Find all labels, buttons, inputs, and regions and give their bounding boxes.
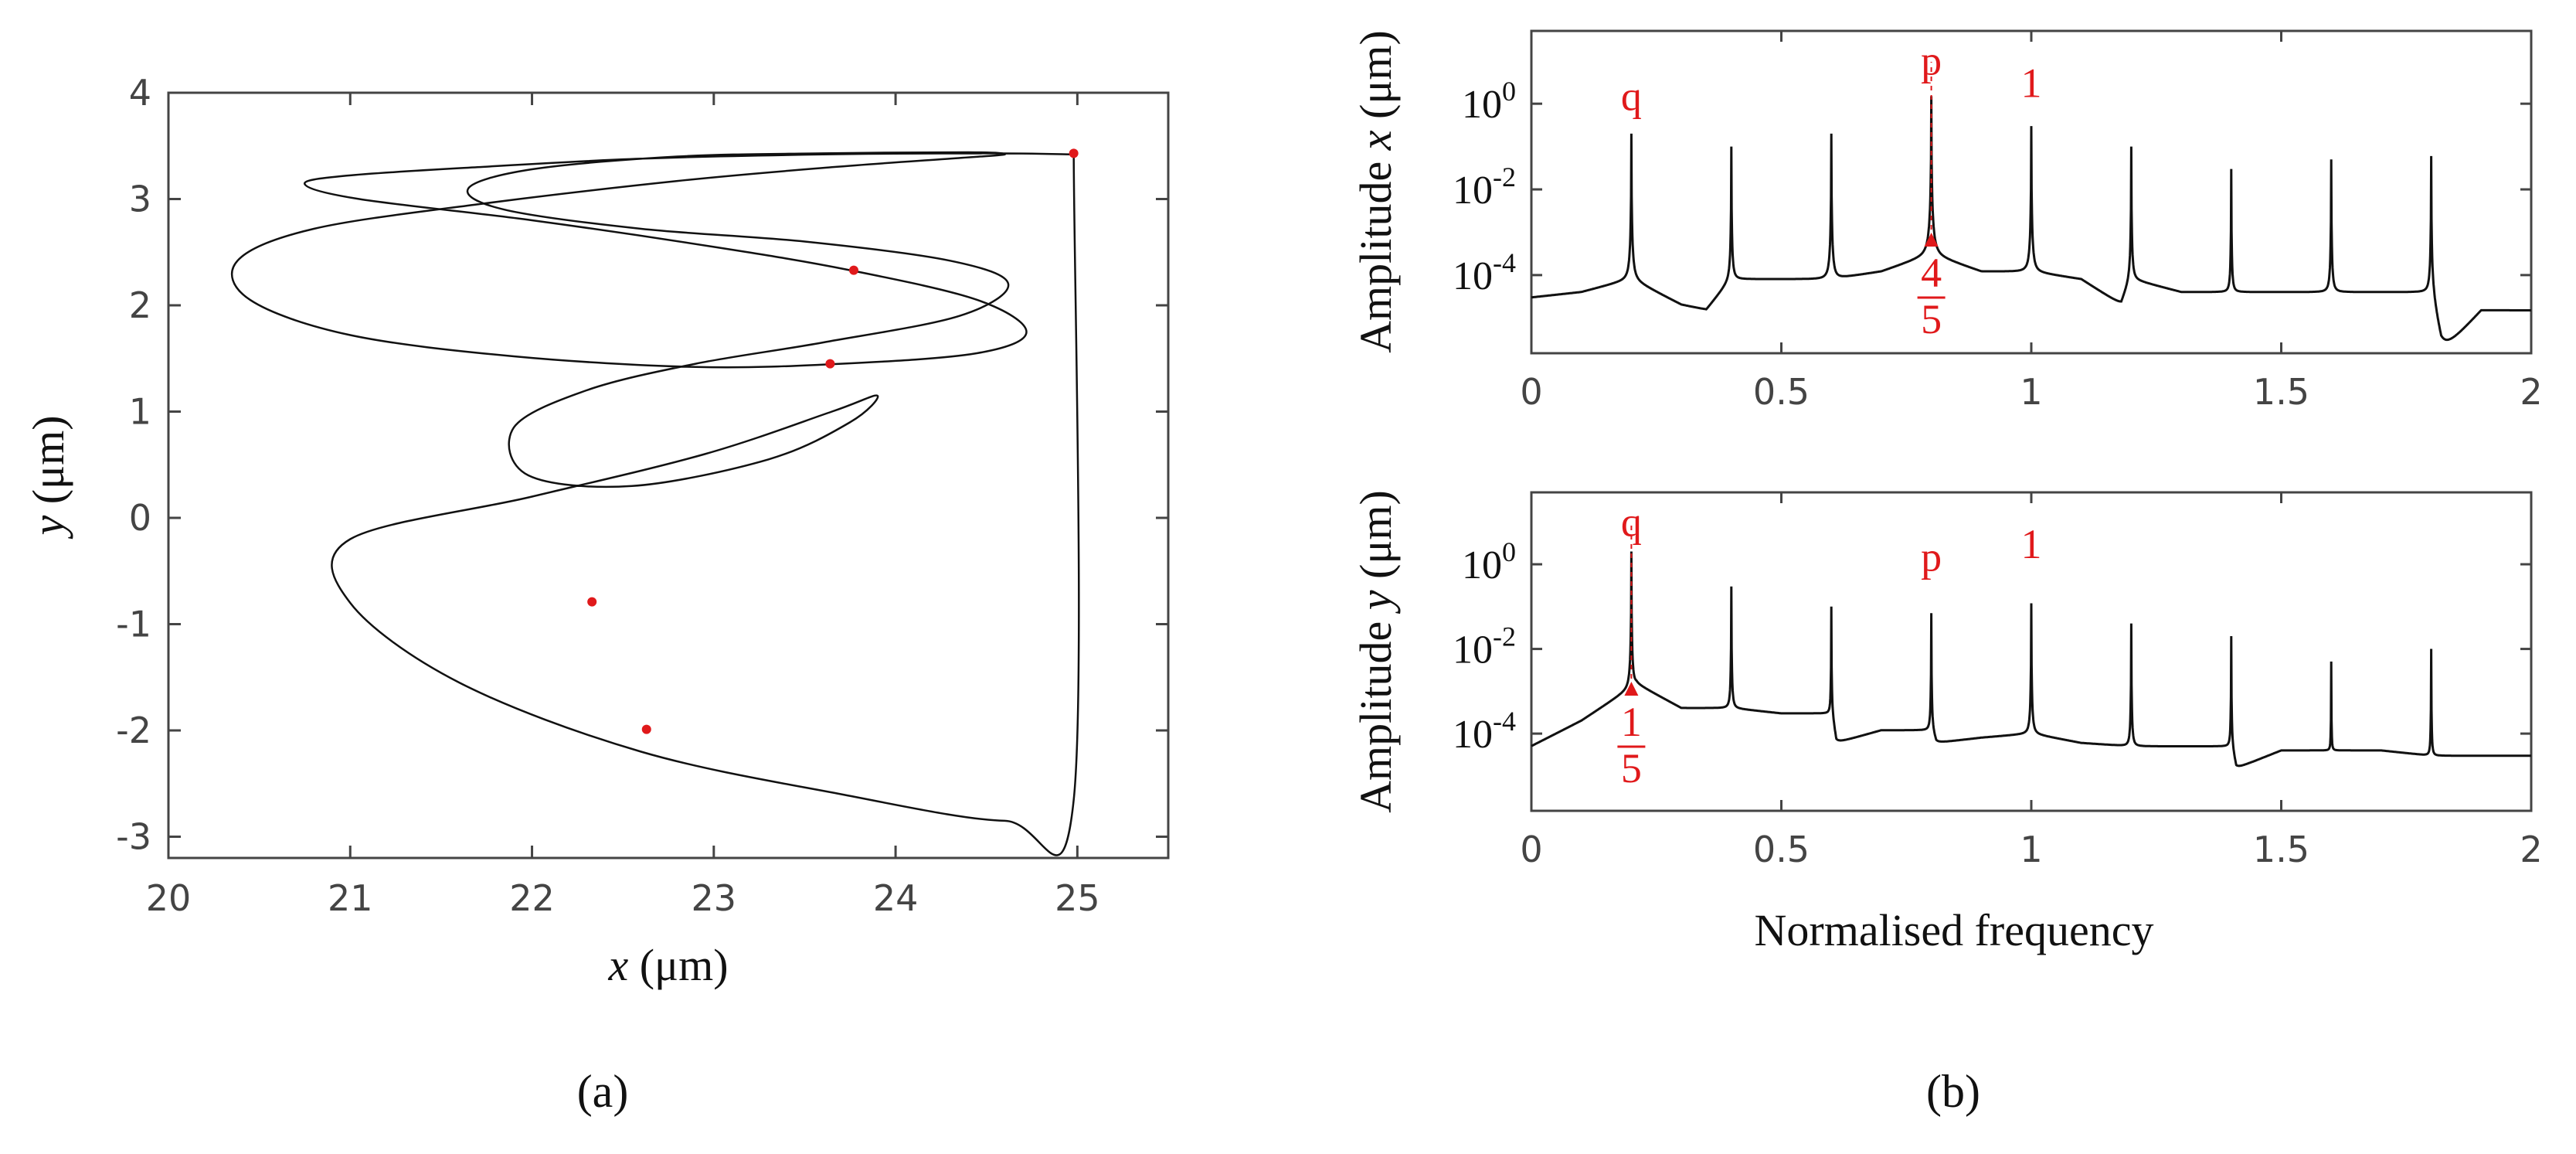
- panel-b-bottom-xtick-label: 0.5: [1753, 829, 1810, 870]
- panel-b-bottom-ytick-label: 10-4: [1453, 706, 1516, 757]
- panel-b-bottom-xlabel: Normalised frequency: [1755, 905, 2154, 955]
- panel-a-xtick-label: 23: [692, 877, 737, 919]
- panel-b-bottom-xtick-label: 0: [1520, 829, 1542, 870]
- panel-b-top-ytick-label: 10-2: [1453, 162, 1516, 213]
- panel-b-top-peak-label: q: [1621, 73, 1642, 119]
- trajectory-marker: [848, 265, 858, 275]
- panel-a-ytick-label: 1: [129, 391, 151, 433]
- panel-b-top-fraction-denominator: 5: [1921, 296, 1942, 342]
- panel-b-top-spectrum-line: [1531, 96, 2531, 342]
- panel-a-xtick-label: 20: [146, 877, 192, 919]
- panel-a-ytick-label: -1: [116, 604, 151, 645]
- panel-a-ytick-label: 4: [129, 72, 151, 114]
- panel-b-top-plot: q p 1 45: [1531, 38, 2531, 342]
- panel-a-xlabel: x (μm): [607, 940, 728, 990]
- panel-b-top-peak-label: p: [1921, 38, 1942, 84]
- panel-b-top-fraction-numerator: 4: [1921, 250, 1942, 296]
- panel-b-bottom-ytick-exponent: -2: [1493, 621, 1516, 652]
- panel-b-bottom-ytick-base: 10: [1453, 628, 1493, 672]
- panel-b-bottom-peak-label: 1: [2021, 521, 2042, 567]
- panel-b-bottom-peak-label: p: [1921, 533, 1942, 580]
- panel-b-bottom-xtick-label: 1: [2020, 829, 2042, 870]
- caption-a: (a): [577, 1066, 629, 1117]
- panel-b-top-ytick-exponent: -2: [1493, 162, 1516, 192]
- panel-a-xtick-label: 21: [328, 877, 373, 919]
- panel-b-top-xtick-label: 0: [1520, 371, 1542, 413]
- trajectory-line: [230, 151, 1080, 856]
- panel-b-top-xtick-label: 1: [2020, 371, 2042, 413]
- panel-b-bottom-xtick-label: 2: [2520, 829, 2542, 870]
- panel-b-top-ytick-base: 10: [1453, 169, 1493, 213]
- panel-b-top-peak-label: 1: [2021, 60, 2042, 107]
- panel-b-bottom-ytick-exponent: -4: [1493, 706, 1516, 737]
- panel-b-bottom-ylabel: Amplitude y (μm): [1351, 490, 1401, 813]
- trajectory-marker: [825, 359, 835, 369]
- panel-b-top-xtick-label: 2: [2520, 371, 2542, 413]
- panel-b-top-ytick-exponent: -4: [1493, 247, 1516, 278]
- panel-b-top-xtick-label: 0.5: [1753, 371, 1810, 413]
- panel-a-ytick-label: 3: [129, 179, 151, 220]
- panel-b-top-ytick-label: 10-4: [1453, 247, 1516, 298]
- panel-b-top-fraction-marker: [1924, 233, 1939, 247]
- panel-b-bottom-fraction-marker: [1624, 682, 1639, 696]
- panel-b-bottom-ytick-label: 100: [1462, 536, 1516, 587]
- panel-b-bottom-xtick-label: 1.5: [2253, 829, 2309, 870]
- trajectory-marker: [587, 597, 597, 607]
- panel-a-ytick-label: -3: [116, 816, 151, 858]
- panel-a-ytick-label: -2: [116, 710, 151, 751]
- trajectory-marker: [641, 724, 651, 734]
- panel-a-ytick-label: 0: [129, 497, 151, 539]
- panel-a-xtick-label: 25: [1055, 877, 1100, 919]
- panel-b-bottom-spectrum-line: [1531, 551, 2531, 768]
- panel-b-top-ytick-base: 10: [1453, 254, 1493, 298]
- panel-a-ytick-label: 2: [129, 284, 151, 326]
- panel-b-bottom-fraction-denominator: 5: [1621, 745, 1642, 791]
- panel-a-ylabel: y (μm): [23, 415, 73, 539]
- panel-b-top-ytick-label: 100: [1462, 76, 1516, 127]
- panel-b-top-ylabel: Amplitude x (μm): [1351, 30, 1401, 353]
- panel-b-bottom-ytick-base: 10: [1453, 713, 1493, 757]
- panel-a-plot: [230, 148, 1080, 856]
- panel-a-axes-frame: [167, 91, 1170, 860]
- trajectory-marker: [1069, 148, 1079, 158]
- panel-b-bottom-ytick-label: 10-2: [1453, 621, 1516, 672]
- panel-b-bottom-ytick-base: 10: [1462, 543, 1502, 587]
- panel-b-bottom-ytick-exponent: 0: [1502, 536, 1516, 567]
- panel-b-top-ytick-base: 10: [1462, 83, 1502, 127]
- panel-a-xtick-label: 24: [873, 877, 919, 919]
- panel-a-xtick-label: 22: [509, 877, 555, 919]
- panel-b-bottom-plot: qp 115: [1531, 499, 2531, 791]
- caption-b: (b): [1926, 1066, 1980, 1117]
- panel-b-bottom-fraction-numerator: 1: [1621, 699, 1642, 745]
- panel-b-top-ytick-exponent: 0: [1502, 76, 1516, 107]
- panel-b-top-xtick-label: 1.5: [2253, 371, 2309, 413]
